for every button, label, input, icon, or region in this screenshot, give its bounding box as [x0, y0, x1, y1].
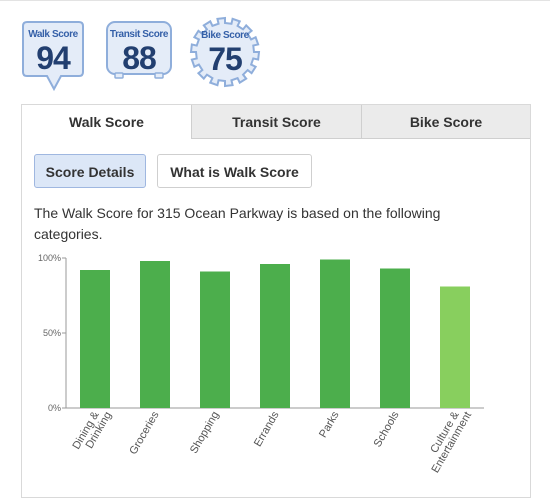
bar-parks[interactable]	[320, 259, 350, 409]
walk-score-badge[interactable]: Walk Score 94	[21, 20, 85, 92]
x-tick-label: Groceries	[127, 409, 161, 457]
bar-schools[interactable]	[380, 268, 410, 409]
bar-errands[interactable]	[260, 264, 290, 408]
score-panel: Walk Score Transit Score Bike Score Scor…	[21, 104, 531, 498]
y-tick-label: 100%	[38, 253, 61, 263]
bar-groceries[interactable]	[140, 261, 170, 408]
bar-culture-entertainment[interactable]	[440, 286, 470, 409]
bar-shopping[interactable]	[200, 271, 230, 409]
x-tick-label: Errands	[252, 409, 282, 449]
walk-score-label: Walk Score	[28, 29, 78, 40]
top-divider	[0, 0, 550, 1]
gear-icon	[189, 16, 261, 88]
x-tick-label: Parks	[317, 409, 342, 440]
bike-score-value: 75	[208, 41, 243, 77]
bar-dining-drinking[interactable]	[80, 270, 110, 408]
x-tick-label: Culture &Entertainment	[420, 404, 474, 475]
transit-score-value: 88	[122, 40, 157, 76]
walk-badge-shape	[22, 21, 84, 92]
score-description: The Walk Score for 315 Ocean Parkway is …	[34, 205, 441, 242]
transit-score-badge[interactable]: Transit Score 88	[105, 20, 173, 80]
tab-walk-score[interactable]: Walk Score	[69, 114, 144, 130]
walk-score-value: 94	[36, 40, 71, 76]
tab-bike-score[interactable]: Bike Score	[361, 105, 530, 139]
what-is-walk-score-button[interactable]: What is Walk Score	[157, 154, 312, 188]
bike-score-label: Bike Score	[201, 30, 249, 41]
category-bar-chart: 0% 50% 100% Dining &Drinking Groceries Shoppi…	[38, 253, 484, 475]
tab-transit-score[interactable]: Transit Score	[191, 105, 361, 139]
y-tick-label: 0%	[48, 403, 61, 413]
x-tick-label: Schools	[372, 409, 402, 449]
y-tick-label: 50%	[43, 328, 61, 338]
x-tick-label: Dining &Drinking	[70, 404, 114, 457]
bike-score-badge[interactable]: Bike Score 75	[189, 16, 261, 88]
transit-badge-shape	[106, 21, 172, 79]
score-details-button[interactable]: Score Details	[34, 154, 146, 188]
score-tabs: Walk Score Transit Score Bike Score	[22, 105, 530, 139]
x-tick-label: Shopping	[188, 410, 222, 456]
transit-score-label: Transit Score	[109, 29, 169, 40]
